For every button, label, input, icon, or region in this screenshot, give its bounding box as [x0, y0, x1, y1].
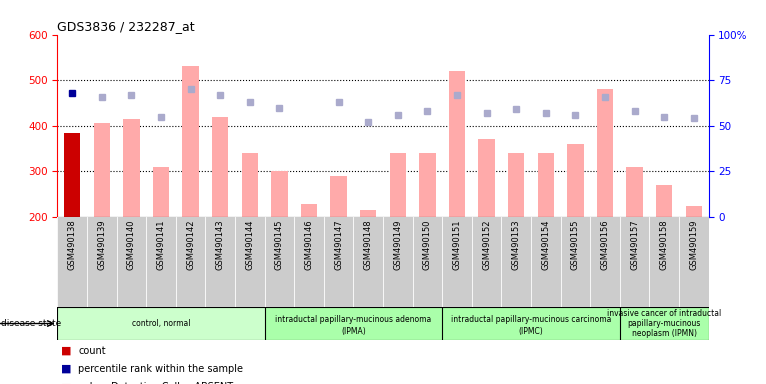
Text: GSM490150: GSM490150: [423, 220, 432, 270]
Text: GSM490157: GSM490157: [630, 220, 639, 270]
Text: count: count: [78, 346, 106, 356]
Bar: [64, 132, 80, 217]
Bar: [538, 153, 554, 217]
Bar: [419, 153, 436, 217]
Bar: [57, 307, 264, 340]
Bar: [242, 153, 258, 217]
Bar: [479, 139, 495, 217]
Bar: [153, 167, 169, 217]
Text: intraductal papillary-mucinous carcinoma: intraductal papillary-mucinous carcinoma: [450, 315, 611, 324]
Bar: [212, 117, 228, 217]
Bar: [271, 171, 287, 217]
Text: GSM490139: GSM490139: [97, 220, 106, 270]
Text: percentile rank within the sample: percentile rank within the sample: [78, 364, 243, 374]
Text: GDS3836 / 232287_at: GDS3836 / 232287_at: [57, 20, 195, 33]
Text: ■: ■: [61, 382, 72, 384]
Text: GSM490154: GSM490154: [542, 220, 550, 270]
Bar: [264, 307, 442, 340]
Bar: [568, 144, 584, 217]
Bar: [656, 185, 673, 217]
Bar: [620, 307, 709, 340]
Bar: [508, 153, 524, 217]
Text: GSM490158: GSM490158: [660, 220, 669, 270]
Text: GSM490156: GSM490156: [601, 220, 610, 270]
Bar: [123, 119, 139, 217]
Bar: [330, 176, 347, 217]
Text: value, Detection Call = ABSENT: value, Detection Call = ABSENT: [78, 382, 234, 384]
Text: ■: ■: [61, 364, 72, 374]
Text: GSM490152: GSM490152: [482, 220, 491, 270]
Text: GSM490138: GSM490138: [67, 220, 77, 270]
Text: intraductal papillary-mucinous adenoma: intraductal papillary-mucinous adenoma: [275, 315, 431, 324]
Bar: [449, 71, 465, 217]
Text: GSM490145: GSM490145: [275, 220, 284, 270]
Bar: [360, 210, 376, 217]
Bar: [686, 205, 702, 217]
Text: (IPMA): (IPMA): [341, 327, 366, 336]
Text: (IPMC): (IPMC): [519, 327, 543, 336]
Text: ■: ■: [61, 346, 72, 356]
Text: GSM490159: GSM490159: [689, 220, 699, 270]
Text: GSM490153: GSM490153: [512, 220, 521, 270]
Bar: [182, 66, 198, 217]
Text: GSM490155: GSM490155: [571, 220, 580, 270]
Text: GSM490151: GSM490151: [453, 220, 461, 270]
Bar: [442, 307, 620, 340]
Bar: [627, 167, 643, 217]
Text: GSM490149: GSM490149: [393, 220, 402, 270]
Text: GSM490141: GSM490141: [156, 220, 165, 270]
Text: GSM490142: GSM490142: [186, 220, 195, 270]
Bar: [390, 153, 406, 217]
Bar: [301, 204, 317, 217]
Text: GSM490147: GSM490147: [334, 220, 343, 270]
Text: GSM490143: GSM490143: [216, 220, 224, 270]
Text: GSM490144: GSM490144: [245, 220, 254, 270]
Text: invasive cancer of intraductal
papillary-mucinous
neoplasm (IPMN): invasive cancer of intraductal papillary…: [607, 309, 722, 338]
Text: GSM490148: GSM490148: [364, 220, 373, 270]
Bar: [597, 89, 613, 217]
Bar: [93, 124, 110, 217]
Text: GSM490140: GSM490140: [127, 220, 136, 270]
Text: disease state: disease state: [1, 319, 61, 328]
Text: control, normal: control, normal: [132, 319, 190, 328]
Text: GSM490146: GSM490146: [305, 220, 313, 270]
